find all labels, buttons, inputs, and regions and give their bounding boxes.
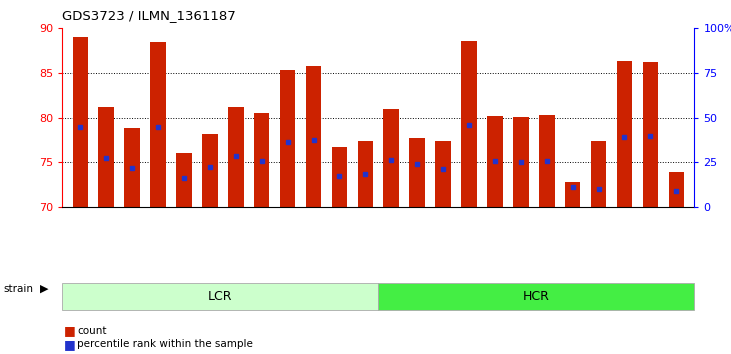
Text: GDS3723 / ILMN_1361187: GDS3723 / ILMN_1361187 — [62, 9, 236, 22]
Bar — [176, 154, 192, 207]
Bar — [409, 138, 425, 207]
Text: ■: ■ — [64, 325, 76, 337]
Bar — [565, 182, 580, 207]
Text: HCR: HCR — [523, 290, 550, 303]
Bar — [617, 61, 632, 207]
Bar — [487, 116, 503, 207]
Text: percentile rank within the sample: percentile rank within the sample — [77, 339, 254, 349]
Bar — [202, 134, 218, 207]
Bar — [280, 70, 295, 207]
Bar — [539, 115, 555, 207]
Bar — [124, 129, 140, 207]
Text: LCR: LCR — [208, 290, 232, 303]
Bar — [461, 41, 477, 207]
Bar — [435, 141, 451, 207]
Bar — [151, 42, 166, 207]
Bar — [99, 107, 114, 207]
Text: ▶: ▶ — [39, 284, 48, 293]
Bar — [332, 147, 347, 207]
Bar — [669, 172, 684, 207]
Bar — [384, 109, 399, 207]
Bar — [591, 141, 606, 207]
Bar — [72, 37, 88, 207]
Text: strain: strain — [3, 284, 33, 293]
Bar — [228, 107, 243, 207]
Bar — [357, 141, 373, 207]
Bar — [306, 66, 322, 207]
Bar — [254, 113, 270, 207]
Text: count: count — [77, 326, 107, 336]
Bar — [513, 117, 529, 207]
Bar — [643, 62, 658, 207]
Text: ■: ■ — [64, 338, 76, 350]
